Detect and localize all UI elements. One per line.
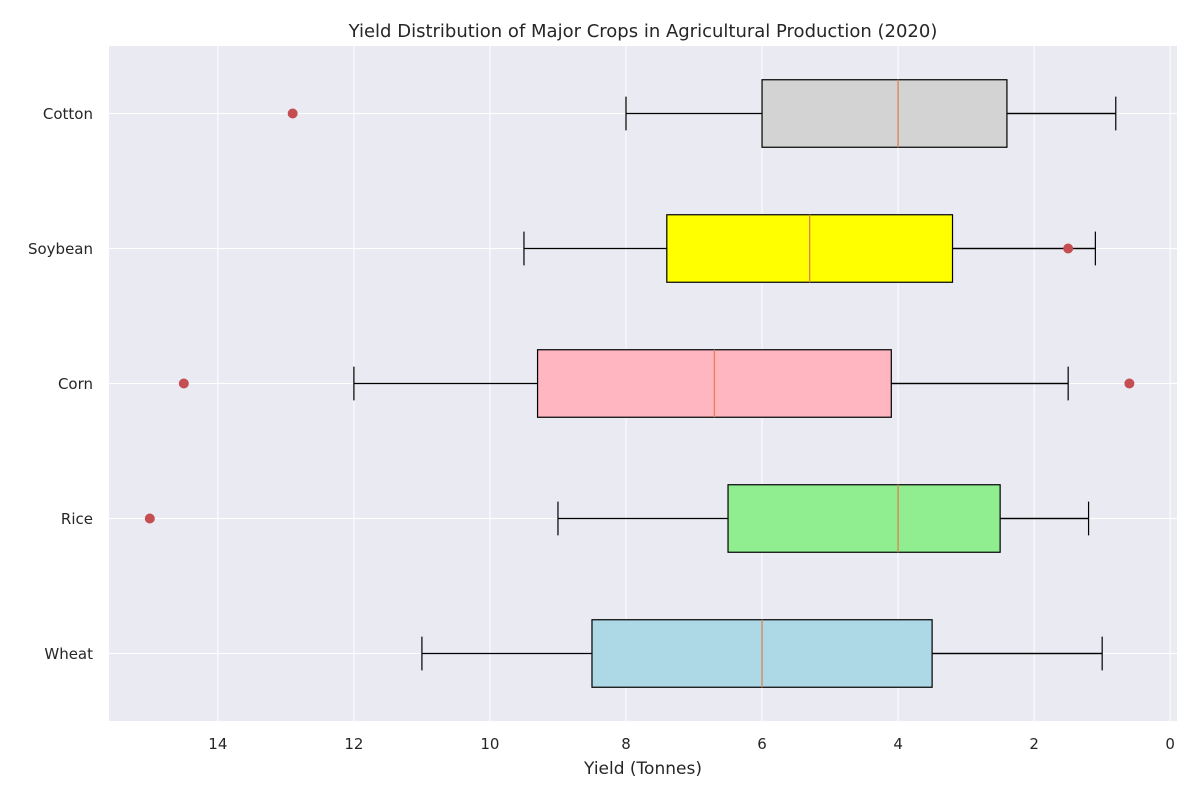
y-tick-label: Cotton bbox=[43, 105, 93, 123]
y-tick-label: Soybean bbox=[28, 240, 93, 258]
y-axis-ticks: Wheat Rice Corn Soybean Cotton bbox=[28, 105, 93, 663]
y-tick-label: Rice bbox=[61, 510, 93, 528]
x-tick-label: 0 bbox=[1165, 735, 1175, 753]
x-tick-label: 6 bbox=[757, 735, 767, 753]
box-iqr bbox=[727, 484, 1001, 553]
chart-title: Yield Distribution of Major Crops in Agr… bbox=[348, 21, 938, 42]
outlier-point bbox=[178, 378, 189, 389]
box-wheat bbox=[421, 619, 1103, 688]
box-rice bbox=[144, 484, 1090, 553]
x-tick-label: 12 bbox=[344, 735, 363, 753]
y-tick-label: Wheat bbox=[44, 645, 93, 663]
x-tick-label: 8 bbox=[621, 735, 631, 753]
x-tick-label: 4 bbox=[893, 735, 903, 753]
outlier-point bbox=[1063, 243, 1074, 254]
x-axis-ticks: 14 12 10 8 6 4 2 0 bbox=[208, 735, 1175, 753]
box-soybean bbox=[523, 214, 1096, 283]
x-tick-label: 10 bbox=[480, 735, 499, 753]
y-tick-label: Corn bbox=[58, 375, 93, 393]
box-cotton bbox=[287, 79, 1117, 148]
box-corn bbox=[178, 349, 1135, 418]
x-axis-label: Yield (Tonnes) bbox=[583, 759, 702, 779]
outlier-point bbox=[144, 513, 155, 524]
box-iqr bbox=[761, 79, 1008, 148]
outlier-point bbox=[1124, 378, 1135, 389]
outlier-point bbox=[287, 108, 298, 119]
x-tick-label: 14 bbox=[208, 735, 227, 753]
boxes-layer bbox=[144, 79, 1135, 688]
x-tick-label: 2 bbox=[1029, 735, 1039, 753]
